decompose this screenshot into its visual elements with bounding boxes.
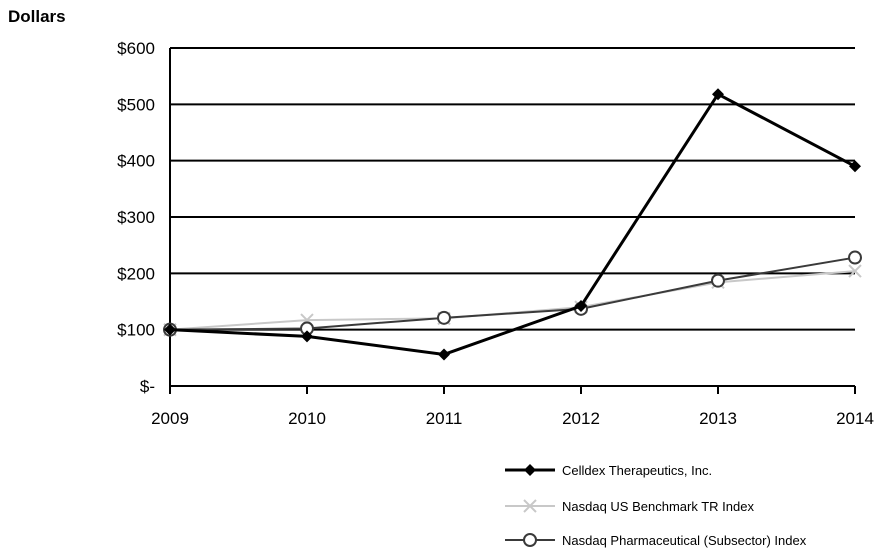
data-point-diamond bbox=[301, 330, 313, 343]
y-tick-label: $100 bbox=[117, 321, 155, 340]
data-point-circle bbox=[848, 250, 862, 265]
y-tick-label: $600 bbox=[117, 39, 155, 58]
x-tick-label: 2014 bbox=[836, 409, 874, 428]
legend-item: Nasdaq Pharmaceutical (Subsector) Index bbox=[505, 533, 807, 548]
y-tick-label: $200 bbox=[117, 264, 155, 283]
y-tick-label: $300 bbox=[117, 208, 155, 227]
data-point-circle bbox=[711, 273, 725, 288]
legend-item: Celldex Therapeutics, Inc. bbox=[505, 463, 712, 478]
x-tick-label: 2013 bbox=[699, 409, 737, 428]
data-point-diamond bbox=[438, 348, 450, 361]
x-tick-label: 2010 bbox=[288, 409, 326, 428]
data-point-diamond bbox=[575, 300, 587, 313]
y-tick-label: $500 bbox=[117, 95, 155, 114]
x-tick-label: 2012 bbox=[562, 409, 600, 428]
data-point-diamond bbox=[524, 464, 536, 476]
data-point-x bbox=[523, 499, 537, 513]
data-point-circle bbox=[523, 533, 537, 547]
x-mark-stroke bbox=[848, 264, 862, 278]
legend-label: Nasdaq US Benchmark TR Index bbox=[562, 499, 754, 514]
legend: Celldex Therapeutics, Inc. Nasdaq US Benc… bbox=[505, 463, 807, 548]
data-point-diamond bbox=[712, 88, 724, 101]
data-point-diamond bbox=[849, 160, 861, 173]
y-axis-label: Dollars bbox=[8, 7, 66, 26]
series-lines bbox=[163, 88, 862, 361]
data-point-circle bbox=[437, 310, 451, 325]
series-line bbox=[169, 92, 856, 356]
legend-label: Celldex Therapeutics, Inc. bbox=[562, 463, 712, 478]
data-point-x bbox=[848, 264, 862, 278]
axes: $- $100 $200 $300 $400 $500 $600 2009 2010 2011 20… bbox=[117, 39, 874, 428]
series-0 bbox=[164, 88, 861, 361]
series-line bbox=[169, 256, 856, 331]
legend-label: Nasdaq Pharmaceutical (Subsector) Index bbox=[562, 533, 807, 548]
series-1 bbox=[163, 264, 862, 337]
x-tick-label: 2011 bbox=[426, 409, 463, 428]
x-mark-stroke bbox=[523, 499, 537, 513]
y-tick-label: $- bbox=[140, 377, 155, 396]
series-line bbox=[169, 270, 856, 331]
legend-item: Nasdaq US Benchmark TR Index bbox=[505, 499, 754, 514]
y-tick-label: $400 bbox=[117, 152, 155, 171]
x-tick-label: 2009 bbox=[151, 409, 189, 428]
data-point-diamond bbox=[164, 323, 176, 336]
